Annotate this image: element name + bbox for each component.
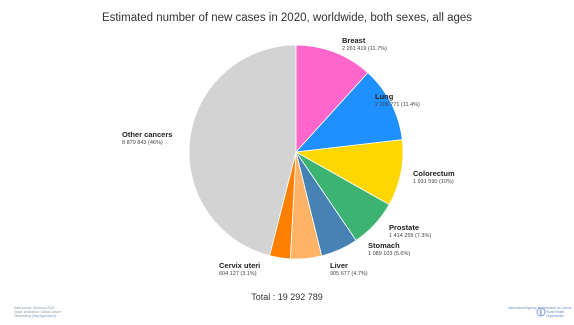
slice-label-value: 604 127 (3.1%) [219,270,257,277]
slice-label-breast: Breast 2 261 419 (11.7%) [342,36,387,52]
production-line: Graph production: Global Cancer [14,310,61,315]
slice-label-name: Cervix uteri [219,261,261,270]
slice-label-value: 905 677 (4.7%) [330,270,368,277]
slice-label-cervix-uteri: Cervix uteri 604 127 (3.1%) [219,261,261,277]
slice-label-name: Colorectum [413,169,455,178]
slice-label-prostate: Prostate 1 414 259 (7.3%) [389,223,432,239]
total-label: Total : 19 292 789 [251,292,323,302]
slice-label-value: 1 414 259 (7.3%) [389,232,432,239]
pie-slices [188,44,404,260]
slice-label-liver: Liver 905 677 (4.7%) [330,261,368,277]
who-text: World Health Organization [508,310,572,318]
slice-label-name: Liver [330,261,348,270]
slice-label-value: 1 089 103 (5.6%) [368,250,411,257]
pie-slice-lung [294,72,403,153]
slice-label-value: 8 879 843 (46%) [122,139,163,146]
pie-slice-other-cancers [188,44,297,257]
observatory-line: Observatory (http://gco.iarc.fr) [14,314,61,318]
who-emblem-icon [536,307,546,317]
slice-label-value: 2 206 771 (11.4%) [375,101,420,108]
slice-label-value: 1 931 590 (10%) [413,178,454,185]
slice-label-value: 2 261 419 (11.7%) [342,45,387,52]
slice-label-lung: Lung 2 206 771 (11.4%) [375,92,420,108]
pie-slice-breast [295,44,369,154]
who-line-2: Organization [546,314,565,318]
slice-label-name: Breast [342,36,366,45]
slice-label-other-cancers: Other cancers 8 879 843 (46%) [122,130,173,146]
slice-label-name: Stomach [368,241,400,250]
chart-title: Estimated number of new cases in 2020, w… [101,12,473,24]
observatory-text: Observatory [14,314,32,319]
slice-label-colorectum: Colorectum 1 931 590 (10%) [413,169,455,185]
observatory-link[interactable]: (http://gco.iarc.fr) [32,314,57,319]
slice-label-name: Lung [375,92,394,101]
slice-label-stomach: Stomach 1 089 103 (5.6%) [368,241,411,257]
slice-label-name: Prostate [389,223,420,232]
slice-label-name: Other cancers [122,130,173,139]
source-line: Data source: Globocan 2020 [14,306,55,310]
source-footer: Data source: Globocan 2020 Graph product… [14,306,61,319]
who-line-1: World Health [546,310,565,314]
